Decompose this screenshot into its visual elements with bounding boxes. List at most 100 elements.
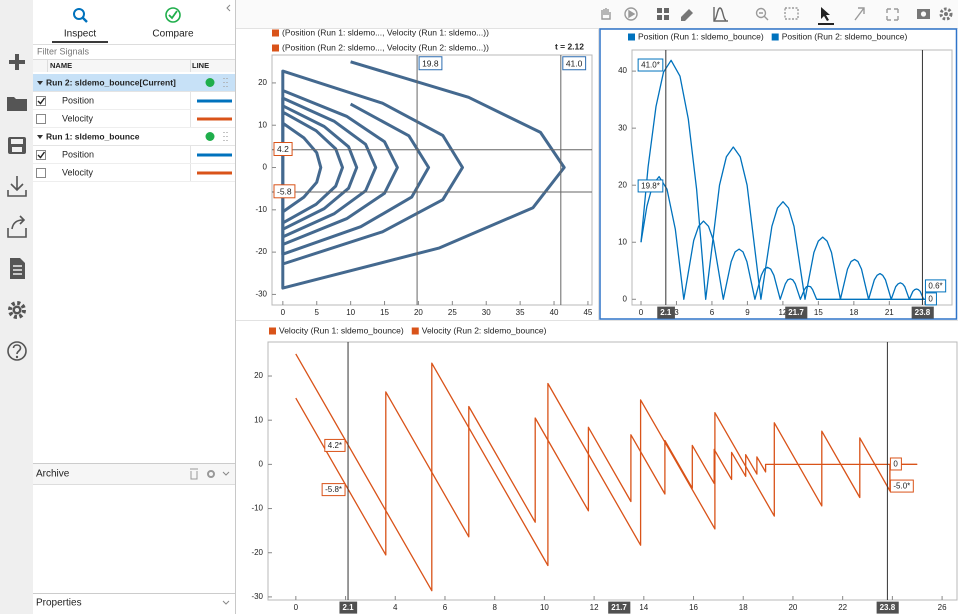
expand-caret (37, 135, 43, 139)
checkbox[interactable] (36, 168, 46, 178)
open-button[interactable] (7, 97, 27, 111)
snapshot-button[interactable] (917, 9, 930, 19)
x-tick-label: 14 (639, 603, 648, 612)
cursor-time: 23.8 (915, 308, 931, 317)
archive-settings[interactable] (207, 470, 215, 478)
column-header: NAME (50, 61, 72, 70)
delete-button[interactable] (190, 468, 198, 480)
checkbox[interactable] (36, 114, 46, 124)
archive-title: Archive (36, 469, 70, 480)
archive-header (33, 464, 235, 484)
inspect-tab[interactable]: Inspect (52, 8, 108, 43)
x-tick-label: 18 (739, 603, 748, 612)
table-header (33, 60, 235, 72)
x-tick-label: 35 (516, 308, 525, 317)
x-tick-label: 8 (492, 603, 497, 612)
cursor-readout: 0 (928, 294, 933, 303)
label-box (562, 56, 587, 71)
legend-swatch (771, 33, 779, 41)
export-button[interactable] (7, 215, 27, 238)
series-line (295, 391, 918, 556)
layout-button[interactable] (657, 8, 669, 20)
cursor-label: -5.8 (277, 186, 292, 196)
label-box (339, 601, 358, 614)
signal-name: Velocity (62, 167, 94, 177)
report-button[interactable] (10, 258, 25, 279)
y-tick-label: -20 (255, 247, 267, 256)
x-tick-label: 10 (346, 308, 355, 317)
checkmark (37, 97, 46, 105)
import-button[interactable] (7, 176, 27, 197)
cursor-readout: -5.0* (893, 482, 910, 491)
checkbox[interactable] (36, 150, 46, 160)
filter-input[interactable]: Filter Signals (37, 46, 90, 56)
play-button[interactable] (624, 7, 638, 21)
sidebar (33, 0, 235, 614)
expand-button[interactable] (854, 7, 865, 21)
run-status (205, 132, 215, 141)
y-tick-label: -30 (251, 592, 263, 601)
archive-collapse[interactable] (222, 471, 230, 476)
new-button[interactable] (9, 54, 25, 70)
x-tick-label: 0 (639, 308, 644, 317)
x-tick-label: 3 (674, 308, 679, 317)
fit-button[interactable] (784, 7, 799, 20)
y-tick-label: 10 (618, 237, 627, 246)
cursor-readout: 0.6* (928, 281, 942, 290)
visualization-button[interactable] (713, 7, 728, 22)
run-row[interactable] (33, 128, 235, 145)
cursor-readout: 0 (893, 459, 898, 468)
settings-button[interactable] (8, 301, 26, 319)
checkbox[interactable] (36, 96, 46, 106)
legend-label: Position (Run 2: sldemo_bounce) (782, 31, 908, 41)
zoom-button[interactable] (755, 7, 769, 21)
series-line (281, 60, 566, 290)
plot-area (267, 341, 958, 601)
settings-button[interactable] (939, 7, 953, 21)
cursor-readout: 41.0* (641, 61, 660, 70)
y-tick-label: -20 (251, 548, 263, 557)
time-label: t = 2.12 (555, 41, 584, 51)
fullscreen-button[interactable] (886, 8, 899, 21)
signal-name: Position (62, 149, 94, 159)
signal-table: Run 2: sldemo_bounce[Current] Position Vel… (33, 74, 235, 182)
x-tick-label: 22 (838, 603, 847, 612)
y-tick-label: 0 (263, 163, 268, 172)
plot: 0 5 10 15 20 25 30 35 40 45 -30 -20 -10 0 10 20 (Positio… (255, 27, 592, 317)
series-line (295, 353, 918, 592)
x-tick-label: 20 (414, 308, 423, 317)
y-tick-label: 20 (258, 78, 267, 87)
column-header: LINE (192, 61, 209, 70)
y-tick-label: 10 (254, 415, 263, 424)
label-box (273, 142, 293, 157)
x-tick-label: 16 (689, 603, 698, 612)
run-row[interactable] (33, 74, 235, 91)
drag-handle (223, 132, 228, 141)
expand-caret (37, 81, 43, 85)
x-tick-label: 21 (885, 308, 894, 317)
y-tick-label: 10 (258, 120, 267, 129)
clear-button[interactable] (681, 9, 693, 21)
save-button[interactable] (8, 137, 26, 154)
help-button[interactable] (7, 341, 27, 361)
pan-button[interactable] (601, 8, 611, 20)
label-box (785, 306, 808, 319)
run-name: Run 1: sldemo_bounce (46, 131, 140, 141)
collapse-button[interactable] (226, 4, 231, 12)
cursor-readout: 4.2* (328, 441, 342, 450)
compare-tab[interactable]: Compare (152, 7, 194, 40)
legend-swatch (628, 33, 635, 41)
plot: 02468101214161820222426-30-20-1001020Vel… (251, 325, 958, 614)
cursor-button[interactable] (821, 7, 830, 21)
y-tick-label: 0 (623, 294, 628, 303)
properties-collapse[interactable] (222, 600, 230, 605)
x-tick-label: 0 (294, 603, 299, 612)
label-box (924, 292, 937, 306)
label-box (657, 306, 675, 319)
x-tick-label: 10 (540, 603, 549, 612)
x-tick-label: 40 (550, 308, 559, 317)
checkmark (37, 151, 46, 159)
x-tick-label: 12 (590, 603, 599, 612)
legend-swatch (272, 44, 279, 52)
